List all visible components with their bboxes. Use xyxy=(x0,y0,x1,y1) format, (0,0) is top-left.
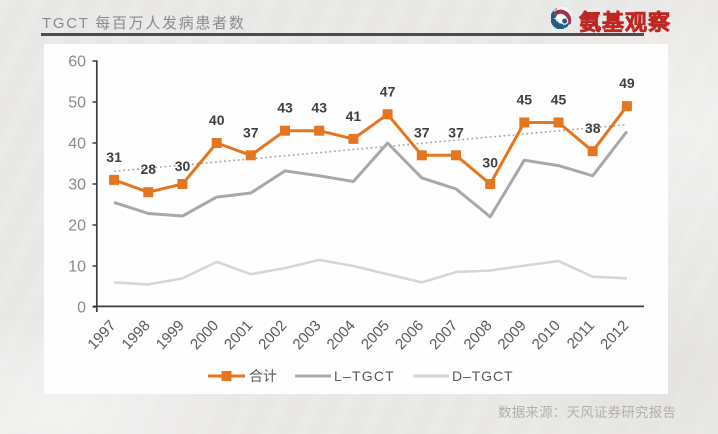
svg-text:2012: 2012 xyxy=(597,317,632,353)
svg-text:2002: 2002 xyxy=(255,317,290,353)
svg-text:2006: 2006 xyxy=(392,317,427,353)
svg-text:40: 40 xyxy=(209,112,225,128)
svg-text:31: 31 xyxy=(106,149,122,165)
svg-text:30: 30 xyxy=(68,177,86,194)
svg-text:2005: 2005 xyxy=(358,317,393,353)
svg-text:20: 20 xyxy=(68,218,86,235)
svg-text:1999: 1999 xyxy=(153,317,188,353)
svg-text:10: 10 xyxy=(68,259,86,276)
svg-text:43: 43 xyxy=(311,100,327,116)
svg-text:2011: 2011 xyxy=(564,317,598,352)
svg-text:合计: 合计 xyxy=(249,368,277,384)
svg-text:45: 45 xyxy=(551,92,567,108)
svg-text:37: 37 xyxy=(243,124,259,140)
svg-text:38: 38 xyxy=(585,120,601,136)
svg-text:L–TGCT: L–TGCT xyxy=(334,368,395,384)
svg-text:2010: 2010 xyxy=(529,317,564,353)
svg-text:2004: 2004 xyxy=(324,317,359,353)
svg-text:40: 40 xyxy=(68,136,86,153)
svg-text:49: 49 xyxy=(619,75,635,91)
svg-text:2003: 2003 xyxy=(289,317,324,353)
svg-text:37: 37 xyxy=(414,124,430,140)
svg-text:0: 0 xyxy=(77,300,86,317)
svg-text:37: 37 xyxy=(448,124,464,140)
svg-text:45: 45 xyxy=(517,92,533,108)
svg-text:60: 60 xyxy=(68,54,86,71)
svg-text:47: 47 xyxy=(380,83,396,99)
svg-text:28: 28 xyxy=(141,161,157,177)
svg-text:43: 43 xyxy=(277,100,293,116)
svg-text:1997: 1997 xyxy=(84,317,119,353)
svg-text:30: 30 xyxy=(175,158,191,174)
svg-text:2000: 2000 xyxy=(187,317,222,353)
svg-text:2001: 2001 xyxy=(221,317,256,353)
svg-text:2007: 2007 xyxy=(426,317,461,353)
svg-text:50: 50 xyxy=(68,95,86,112)
svg-text:2009: 2009 xyxy=(495,317,530,353)
svg-text:2008: 2008 xyxy=(460,317,495,353)
svg-text:1998: 1998 xyxy=(119,317,154,353)
svg-text:30: 30 xyxy=(482,155,498,171)
svg-text:41: 41 xyxy=(346,108,362,124)
svg-text:D–TGCT: D–TGCT xyxy=(452,368,513,384)
